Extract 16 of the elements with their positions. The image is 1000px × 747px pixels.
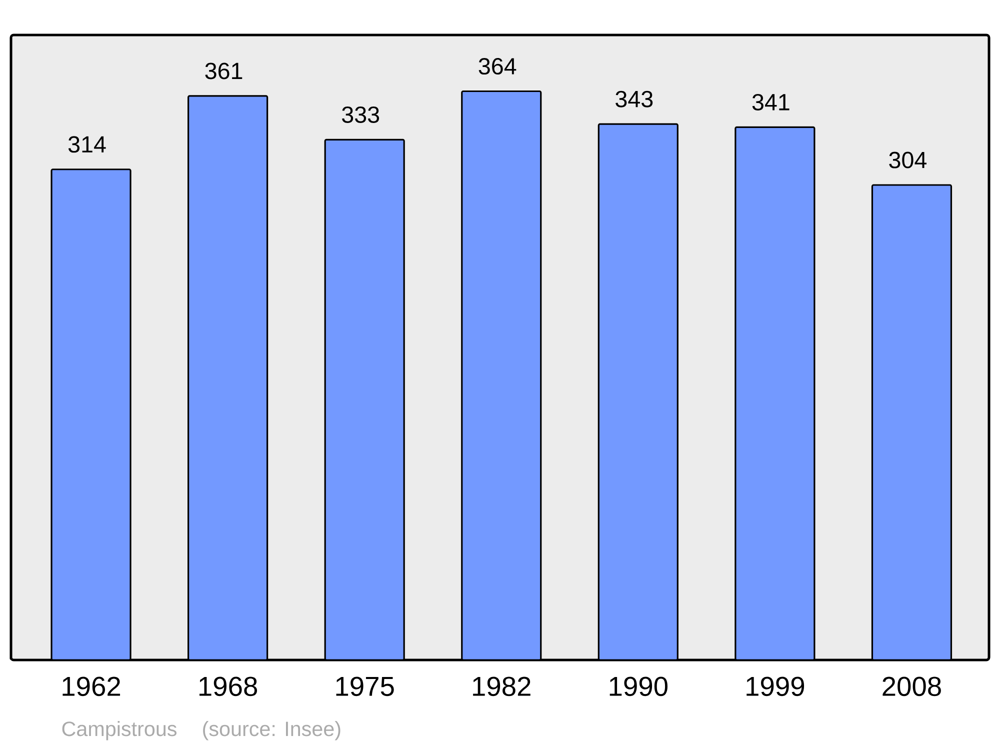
data-label: 341	[752, 94, 790, 110]
text: Campistrous	[62, 721, 176, 740]
x-tick-label: 1990	[610, 676, 668, 696]
x-tick-label: 2008	[882, 676, 941, 696]
data-label: 304	[889, 152, 927, 168]
x-tick-label: 1975	[336, 676, 394, 696]
x-tick-label: 1982	[473, 676, 530, 696]
x-tick-label: 1999	[746, 676, 804, 696]
x-tick-label: 1962	[62, 676, 120, 696]
data-label: 364	[478, 58, 516, 75]
data-label: 343	[616, 90, 653, 108]
data-label: 314	[68, 136, 106, 153]
data-label: 333	[342, 106, 380, 123]
x-tick-label: 1968	[199, 676, 258, 696]
text: (source: Insee)	[203, 721, 340, 740]
data-label: 361	[205, 62, 242, 80]
